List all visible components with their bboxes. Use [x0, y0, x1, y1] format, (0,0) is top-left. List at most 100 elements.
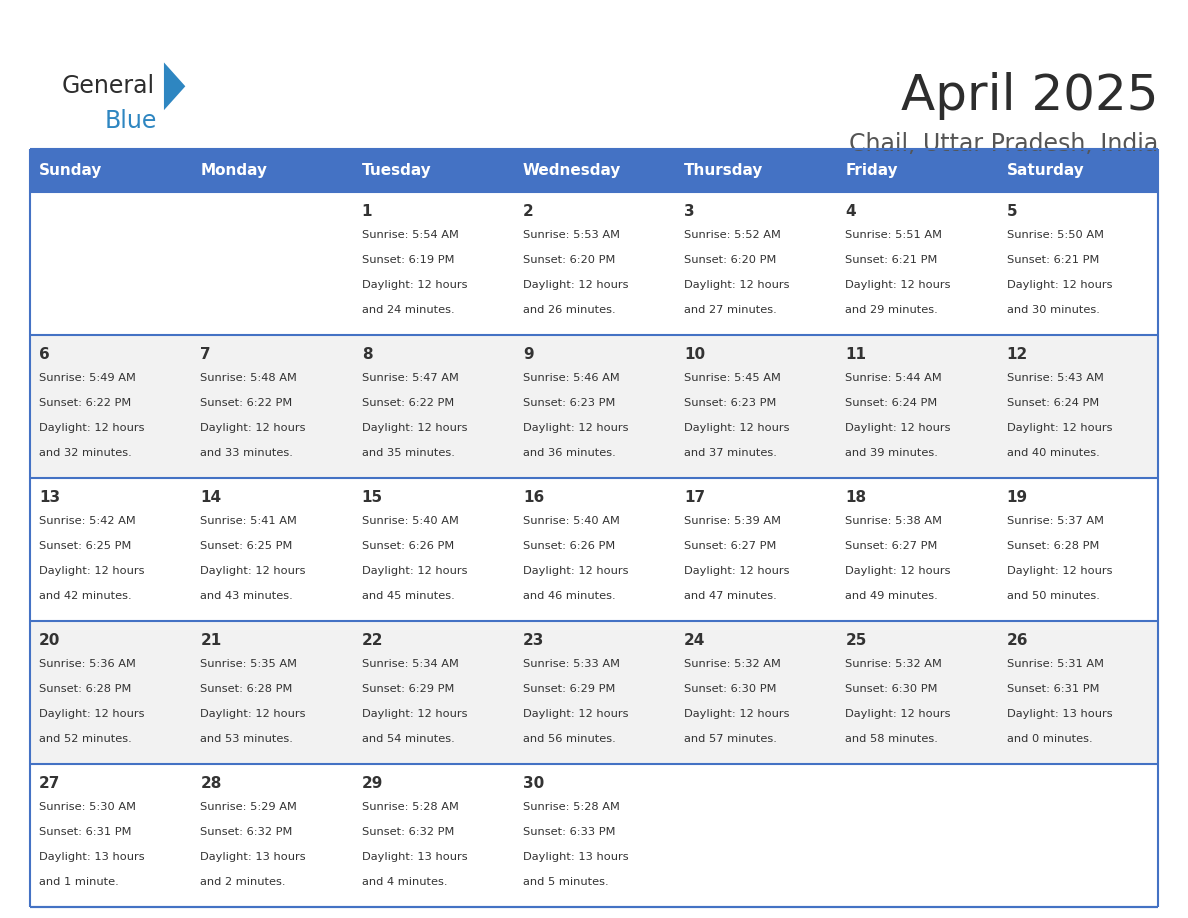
- Text: 12: 12: [1006, 347, 1028, 362]
- Bar: [836, 764, 997, 907]
- Text: Sunset: 6:32 PM: Sunset: 6:32 PM: [361, 826, 454, 836]
- Bar: [997, 478, 1158, 621]
- Bar: [513, 192, 675, 335]
- Text: Sunrise: 5:32 AM: Sunrise: 5:32 AM: [846, 658, 942, 668]
- Text: Daylight: 13 hours: Daylight: 13 hours: [523, 852, 628, 862]
- Text: and 33 minutes.: and 33 minutes.: [201, 448, 293, 457]
- Text: Daylight: 12 hours: Daylight: 12 hours: [684, 280, 790, 289]
- Text: Sunrise: 5:31 AM: Sunrise: 5:31 AM: [1006, 658, 1104, 668]
- Text: Sunset: 6:21 PM: Sunset: 6:21 PM: [1006, 254, 1099, 264]
- Text: and 42 minutes.: and 42 minutes.: [39, 590, 132, 600]
- Bar: [513, 149, 675, 192]
- Text: Monday: Monday: [201, 162, 267, 178]
- Text: Daylight: 12 hours: Daylight: 12 hours: [846, 422, 950, 432]
- Bar: [997, 764, 1158, 907]
- Text: 1: 1: [361, 204, 372, 218]
- Text: Sunrise: 5:54 AM: Sunrise: 5:54 AM: [361, 230, 459, 240]
- Text: Daylight: 12 hours: Daylight: 12 hours: [523, 565, 628, 576]
- Bar: [997, 149, 1158, 192]
- Text: and 49 minutes.: and 49 minutes.: [846, 590, 939, 600]
- Text: 19: 19: [1006, 490, 1028, 505]
- Text: Sunset: 6:33 PM: Sunset: 6:33 PM: [523, 826, 615, 836]
- Text: and 2 minutes.: and 2 minutes.: [201, 877, 286, 887]
- Bar: [30, 478, 191, 621]
- Text: and 52 minutes.: and 52 minutes.: [39, 733, 132, 744]
- Text: 9: 9: [523, 347, 533, 362]
- Bar: [513, 478, 675, 621]
- Bar: [30, 335, 191, 478]
- Text: Sunrise: 5:33 AM: Sunrise: 5:33 AM: [523, 658, 620, 668]
- Text: Sunrise: 5:41 AM: Sunrise: 5:41 AM: [201, 516, 297, 525]
- Text: Sunrise: 5:46 AM: Sunrise: 5:46 AM: [523, 373, 620, 383]
- Text: and 37 minutes.: and 37 minutes.: [684, 448, 777, 457]
- Text: Sunset: 6:32 PM: Sunset: 6:32 PM: [201, 826, 292, 836]
- Text: 23: 23: [523, 633, 544, 648]
- Polygon shape: [164, 62, 185, 110]
- Bar: [191, 621, 352, 764]
- Text: Sunset: 6:30 PM: Sunset: 6:30 PM: [684, 684, 777, 694]
- Text: Sunrise: 5:45 AM: Sunrise: 5:45 AM: [684, 373, 781, 383]
- Text: Daylight: 12 hours: Daylight: 12 hours: [39, 422, 145, 432]
- Text: Sunrise: 5:42 AM: Sunrise: 5:42 AM: [39, 516, 135, 525]
- Bar: [513, 764, 675, 907]
- Text: Sunset: 6:26 PM: Sunset: 6:26 PM: [523, 541, 615, 551]
- Text: 28: 28: [201, 776, 222, 791]
- Text: April 2025: April 2025: [901, 73, 1158, 120]
- Text: Sunset: 6:27 PM: Sunset: 6:27 PM: [846, 541, 937, 551]
- Text: Daylight: 12 hours: Daylight: 12 hours: [361, 280, 467, 289]
- Text: Daylight: 13 hours: Daylight: 13 hours: [361, 852, 467, 862]
- Text: Sunrise: 5:37 AM: Sunrise: 5:37 AM: [1006, 516, 1104, 525]
- Text: Sunset: 6:23 PM: Sunset: 6:23 PM: [523, 397, 615, 408]
- Text: Sunday: Sunday: [39, 162, 102, 178]
- Text: and 46 minutes.: and 46 minutes.: [523, 590, 615, 600]
- Text: Sunrise: 5:38 AM: Sunrise: 5:38 AM: [846, 516, 942, 525]
- Text: and 24 minutes.: and 24 minutes.: [361, 305, 454, 315]
- Text: 30: 30: [523, 776, 544, 791]
- Text: Sunrise: 5:30 AM: Sunrise: 5:30 AM: [39, 801, 137, 812]
- Text: Blue: Blue: [105, 109, 157, 133]
- Text: and 45 minutes.: and 45 minutes.: [361, 590, 455, 600]
- Bar: [352, 192, 513, 335]
- Text: Sunset: 6:22 PM: Sunset: 6:22 PM: [201, 397, 292, 408]
- Text: Sunset: 6:28 PM: Sunset: 6:28 PM: [1006, 541, 1099, 551]
- Text: 15: 15: [361, 490, 383, 505]
- Text: Daylight: 12 hours: Daylight: 12 hours: [523, 422, 628, 432]
- Text: 4: 4: [846, 204, 857, 218]
- Bar: [675, 478, 836, 621]
- Text: General: General: [62, 74, 154, 98]
- Text: Sunrise: 5:40 AM: Sunrise: 5:40 AM: [523, 516, 620, 525]
- Bar: [30, 192, 191, 335]
- Text: Sunrise: 5:34 AM: Sunrise: 5:34 AM: [361, 658, 459, 668]
- Text: Daylight: 12 hours: Daylight: 12 hours: [39, 709, 145, 719]
- Text: and 47 minutes.: and 47 minutes.: [684, 590, 777, 600]
- Text: 11: 11: [846, 347, 866, 362]
- Text: Daylight: 12 hours: Daylight: 12 hours: [684, 422, 790, 432]
- Text: and 56 minutes.: and 56 minutes.: [523, 733, 615, 744]
- Text: 5: 5: [1006, 204, 1017, 218]
- Text: Sunset: 6:24 PM: Sunset: 6:24 PM: [846, 397, 937, 408]
- Text: Friday: Friday: [846, 162, 898, 178]
- Text: and 29 minutes.: and 29 minutes.: [846, 305, 939, 315]
- Bar: [836, 192, 997, 335]
- Bar: [675, 149, 836, 192]
- Text: Daylight: 12 hours: Daylight: 12 hours: [39, 565, 145, 576]
- Text: Chail, Uttar Pradesh, India: Chail, Uttar Pradesh, India: [849, 132, 1158, 156]
- Bar: [513, 621, 675, 764]
- Text: Sunrise: 5:51 AM: Sunrise: 5:51 AM: [846, 230, 942, 240]
- Text: Sunset: 6:30 PM: Sunset: 6:30 PM: [846, 684, 937, 694]
- Bar: [836, 478, 997, 621]
- Bar: [513, 335, 675, 478]
- Bar: [675, 335, 836, 478]
- Text: Sunset: 6:25 PM: Sunset: 6:25 PM: [201, 541, 292, 551]
- Text: 3: 3: [684, 204, 695, 218]
- Text: Sunset: 6:21 PM: Sunset: 6:21 PM: [846, 254, 937, 264]
- Text: Sunrise: 5:53 AM: Sunrise: 5:53 AM: [523, 230, 620, 240]
- Bar: [836, 335, 997, 478]
- Text: and 54 minutes.: and 54 minutes.: [361, 733, 455, 744]
- Text: Daylight: 12 hours: Daylight: 12 hours: [201, 422, 307, 432]
- Text: Sunrise: 5:49 AM: Sunrise: 5:49 AM: [39, 373, 137, 383]
- Text: 16: 16: [523, 490, 544, 505]
- Text: Sunrise: 5:29 AM: Sunrise: 5:29 AM: [201, 801, 297, 812]
- Text: and 35 minutes.: and 35 minutes.: [361, 448, 455, 457]
- Text: and 27 minutes.: and 27 minutes.: [684, 305, 777, 315]
